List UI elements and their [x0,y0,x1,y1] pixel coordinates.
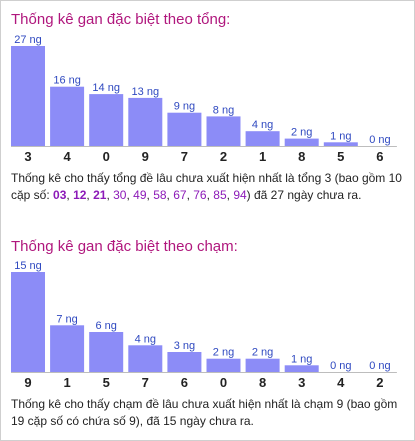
touch-bar-3 [284,365,319,372]
touch-bar-label-6: 3 ng [174,340,195,352]
sum-pair-67: 67 [173,188,187,202]
sum-tick-label-9: 9 [142,149,149,164]
sum-tick-label-7: 7 [181,149,188,164]
touch-tick-label-8: 8 [259,375,266,390]
sum-bar-label-8: 2 ng [291,127,312,139]
sum-tick-label-3: 3 [24,149,31,164]
sum-bar-2 [206,116,241,146]
sum-desc-prefix: Thống kê cho thấy tổng đề lâu chưa xuất … [11,171,402,202]
sum-pair-85: 85 [213,188,227,202]
sum-bar-5 [323,142,358,146]
touch-bar-label-9: 15 ng [14,260,42,272]
touch-tick-label-1: 1 [63,375,70,390]
touch-bar-label-0: 2 ng [213,347,234,359]
sum-desc-suffix: ) đã 27 ngày chưa ra. [246,188,362,202]
touch-bar-label-3: 1 ng [291,353,312,365]
sum-pair-49: 49 [133,188,147,202]
touch-tick-label-2: 2 [376,375,383,390]
sum-pair-76: 76 [193,188,207,202]
sum-bar-8 [284,138,319,146]
sum-tick-label-1: 1 [259,149,266,164]
sum-bar-label-9: 13 ng [132,86,160,98]
sum-tick-label-8: 8 [298,149,305,164]
touch-bar-label-1: 7 ng [56,313,77,325]
sum-tick-label-5: 5 [337,149,344,164]
sum-bar-label-5: 1 ng [330,130,351,142]
touch-bar-label-2: 0 ng [369,360,390,372]
touch-bar-6 [167,352,202,372]
touch-bar-0 [206,358,241,372]
sum-bar-4 [50,86,85,146]
touch-tick-label-9: 9 [24,375,31,390]
sum-pair-30: 30 [113,188,127,202]
sum-bar-chart: 27 ng 3 16 ng 4 14 ng 0 13 ng 9 9 ng 7 8 ng 2 4 ng 1 2… [0,30,415,165]
touch-bar-label-8: 2 ng [252,347,273,359]
sum-bar-label-6: 0 ng [369,134,390,146]
sum-pair-58: 58 [153,188,167,202]
sum-bar-label-4: 16 ng [53,75,81,87]
touch-bar-chart: 15 ng 9 7 ng 1 6 ng 5 4 ng 7 3 ng 6 2 ng 0 2 ng 8 1 ng… [0,256,415,391]
sum-pair-12: 12 [73,188,87,202]
touch-tick-label-7: 7 [142,375,149,390]
touch-tick-label-0: 0 [220,375,227,390]
touch-chart-svg: 15 ng 9 7 ng 1 6 ng 5 4 ng 7 3 ng 6 2 ng 0 2 ng 8 1 ng… [11,260,397,390]
sum-pair-94: 94 [233,188,247,202]
touch-tick-label-5: 5 [103,375,110,390]
touch-bar-label-5: 6 ng [95,320,116,332]
touch-bar-8 [245,358,280,372]
sum-bar-0 [89,94,124,146]
sum-chart-svg: 27 ng 3 16 ng 4 14 ng 0 13 ng 9 9 ng 7 8 ng 2 4 ng 1 2… [11,34,397,164]
sum-bar-label-7: 9 ng [174,101,195,113]
touch-bar-7 [128,345,163,372]
sum-pair-21: 21 [93,188,107,202]
sum-bar-9 [128,97,163,146]
sum-bar-7 [167,112,202,146]
touch-tick-label-4: 4 [337,375,345,390]
touch-bar-9 [11,272,45,372]
touch-tick-label-3: 3 [298,375,305,390]
sum-tick-label-2: 2 [220,149,227,164]
sum-bar-3 [11,46,45,146]
touch-description: Thống kê cho thấy chạm đề lâu chưa xuất … [11,397,398,428]
sum-bar-label-1: 4 ng [252,119,273,131]
touch-bar-5 [89,332,124,372]
touch-chart-title: Thống kê gan đặc biệt theo chạm: [11,238,238,255]
touch-bar-label-4: 0 ng [330,360,351,372]
touch-tick-label-6: 6 [181,375,188,390]
sum-pairs-list: 03, 12, 21, 30, 49, 58, 67, 76, 85, 94 [53,188,247,202]
sum-bar-1 [245,131,280,146]
sum-chart-title: Thống kê gan đặc biệt theo tổng: [11,11,231,28]
touch-bar-1 [50,325,85,372]
sum-tick-label-0: 0 [103,149,110,164]
sum-tick-label-4: 4 [63,149,71,164]
sum-bar-label-0: 14 ng [92,82,120,94]
sum-tick-label-6: 6 [376,149,383,164]
sum-bar-label-3: 27 ng [14,34,42,46]
touch-bar-label-7: 4 ng [135,333,156,345]
sum-bar-label-2: 8 ng [213,104,234,116]
sum-description: Thống kê cho thấy tổng đề lâu chưa xuất … [11,170,409,204]
sum-pair-03: 03 [53,188,67,202]
